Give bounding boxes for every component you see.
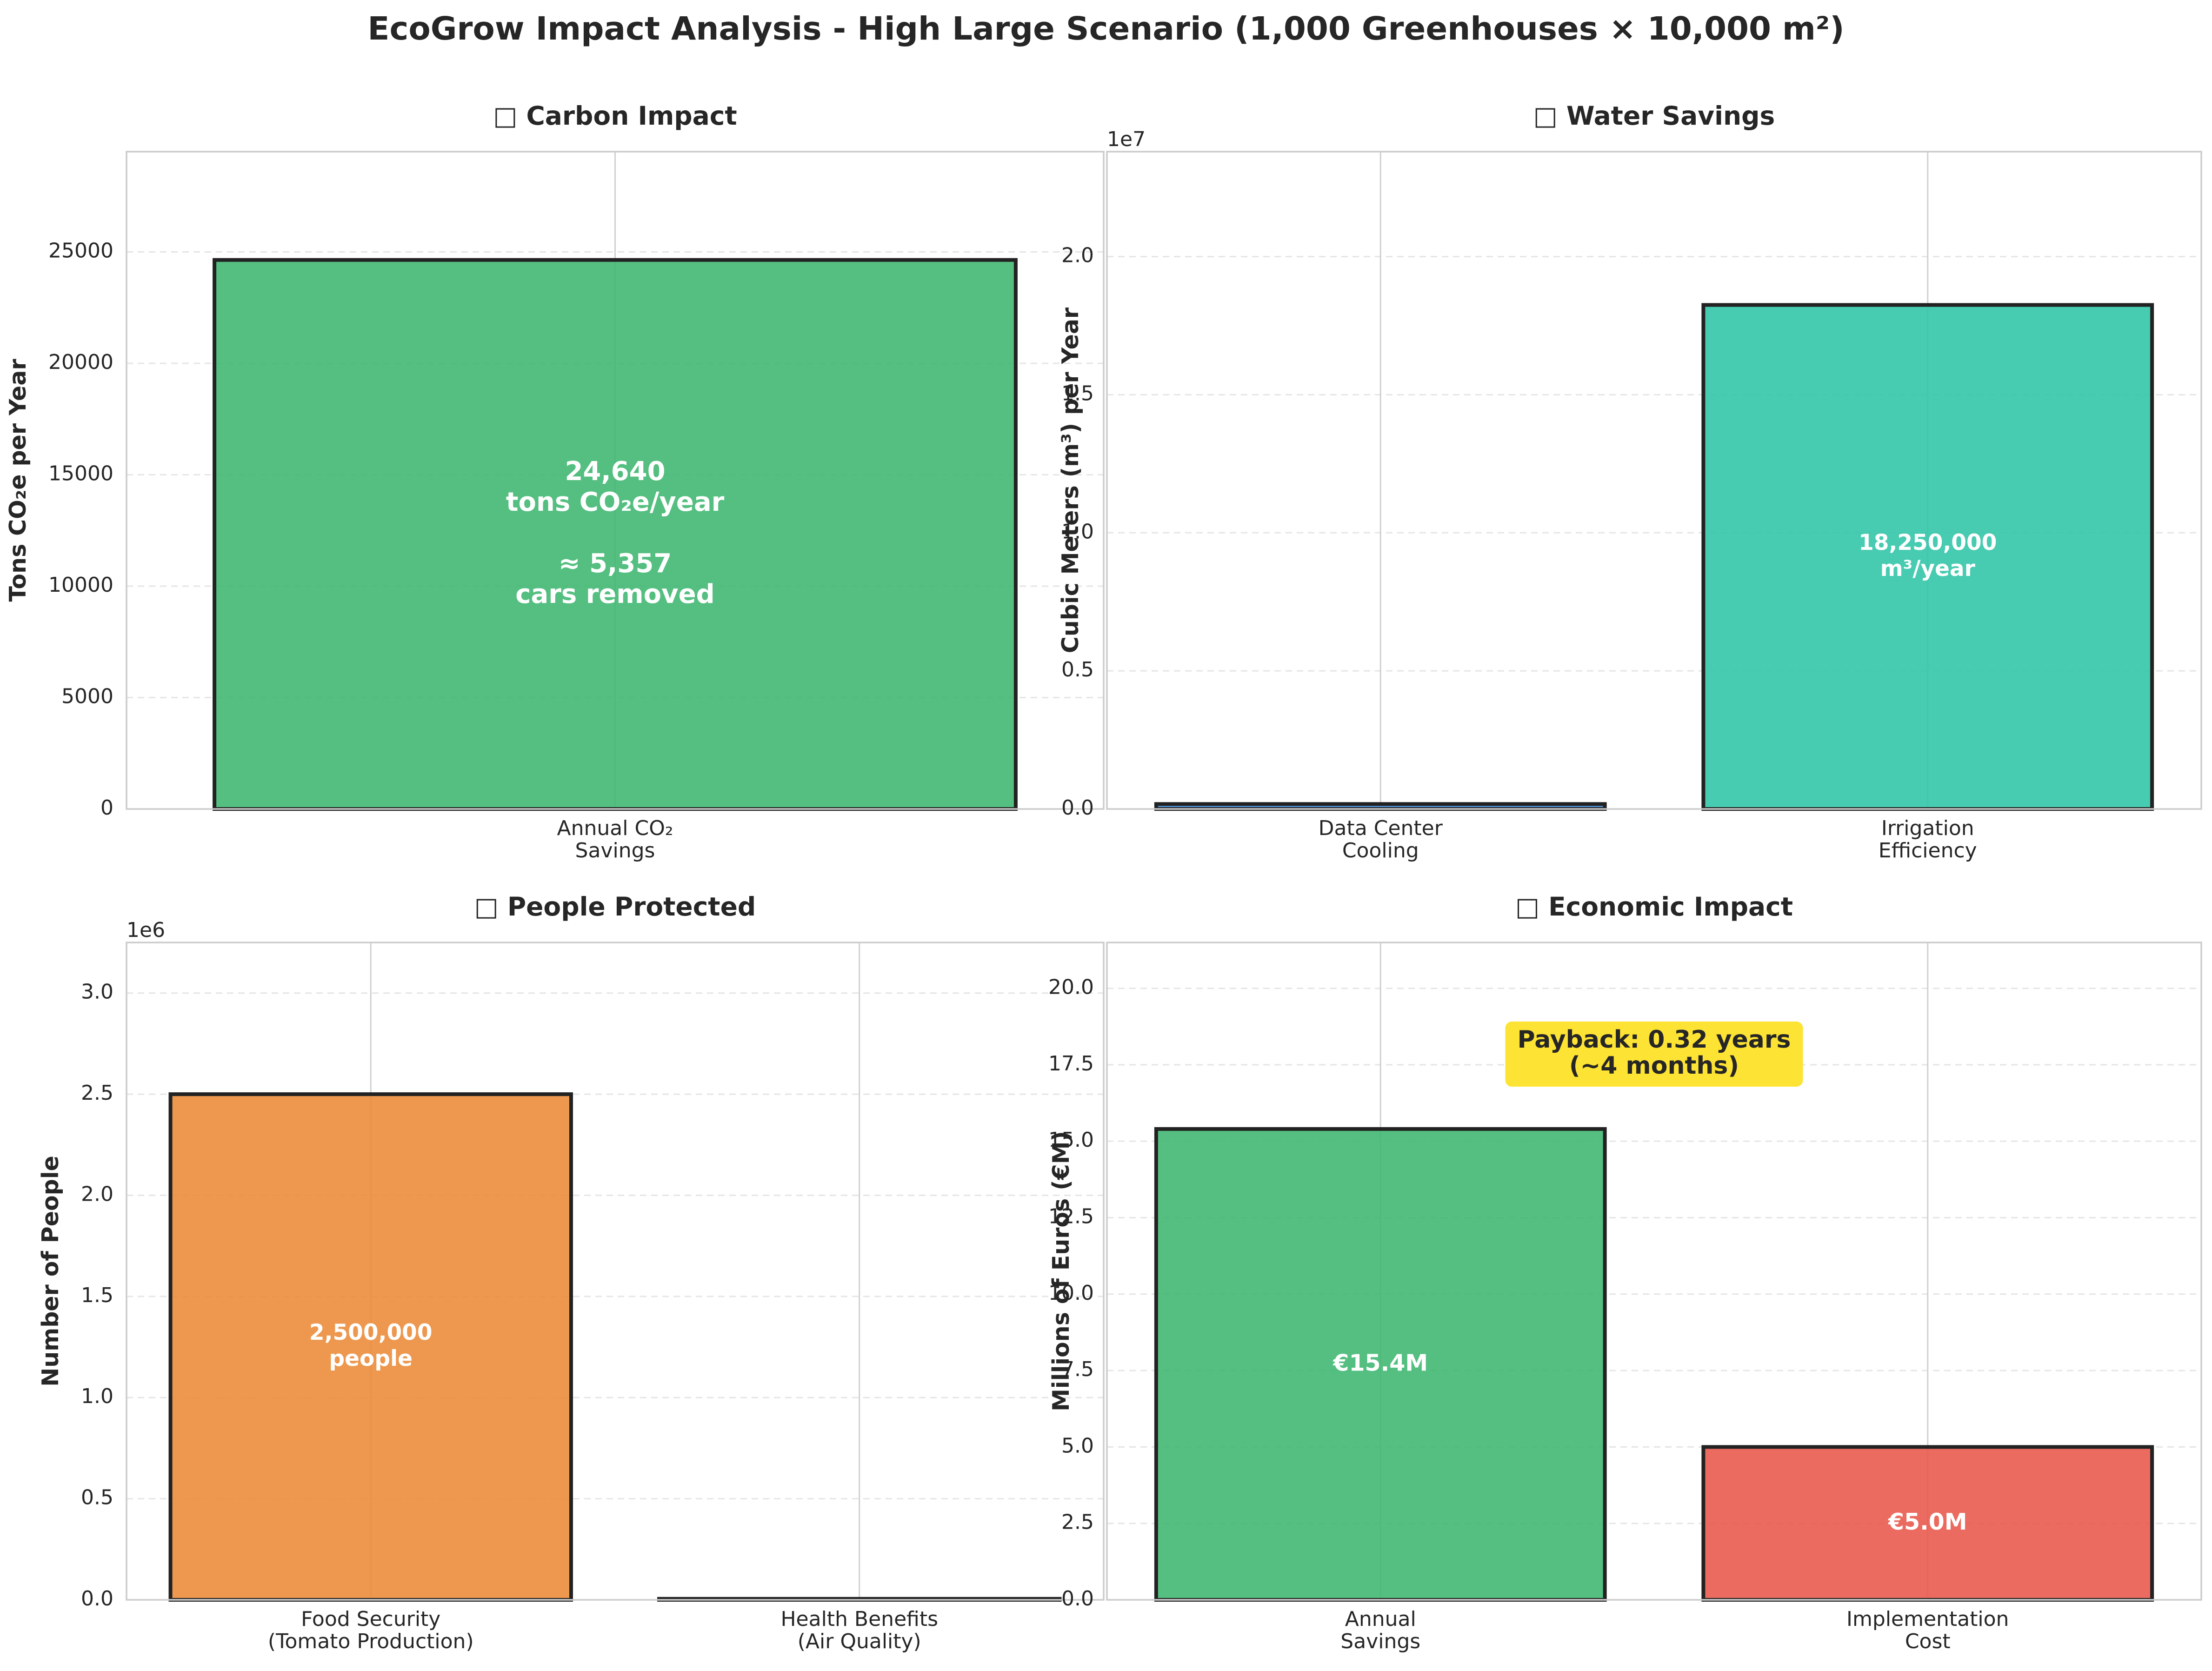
y-tick-label: 20000 xyxy=(48,350,113,374)
x-tick-label: Health Benefits (Air Quality) xyxy=(780,1607,938,1653)
y-tick-label: 0 xyxy=(100,796,113,820)
x-tick-label: Irrigation Efficiency xyxy=(1879,816,1977,862)
y-tick-label: 2.0 xyxy=(1061,244,1094,267)
payback-callout-text: Payback: 0.32 years (~4 months) xyxy=(1518,1026,1791,1080)
y-tick-label: 15.0 xyxy=(1048,1128,1094,1152)
y-tick-label: 7.5 xyxy=(1061,1357,1094,1381)
x-tick-label: Annual CO₂ Savings xyxy=(557,816,673,862)
y-tick-label: 0.0 xyxy=(1061,796,1094,820)
bar xyxy=(168,1092,573,1602)
y-tick-label: 25000 xyxy=(48,239,113,263)
economic-impact-chart: □ Economic Impact 0.0 2.5 5.0 7.5 10.0 12.5 15.… xyxy=(1048,892,2202,1653)
y-tick-label: 12.5 xyxy=(1048,1204,1094,1228)
y-tick-label: 0.0 xyxy=(81,1587,113,1611)
y-tick-label: 1.5 xyxy=(1061,381,1094,405)
y-tick-label: 17.5 xyxy=(1048,1052,1094,1076)
panel-title: □ People Protected xyxy=(474,892,756,922)
bar-value-label: €5.0M xyxy=(1888,1509,1967,1535)
y-tick-label: 1.0 xyxy=(81,1384,113,1408)
bar xyxy=(1154,1127,1607,1602)
bar xyxy=(1701,303,2154,811)
x-tick-label: Annual Savings xyxy=(1340,1607,1420,1653)
y-tick-label: 10000 xyxy=(48,573,113,597)
panel-title: □ Economic Impact xyxy=(1515,892,1793,922)
x-tick-label: Food Security (Tomato Production) xyxy=(268,1607,474,1653)
y-tick-label: 20.0 xyxy=(1048,976,1094,999)
water-savings-chart: □ Water Savings 0.0 0.5 1.0 1.5 2.0 1e7 Cubic M… xyxy=(1057,101,2202,862)
bar-value-label: €15.4M xyxy=(1333,1350,1428,1376)
figure-title: EcoGrow Impact Analysis - High Large Sce… xyxy=(367,10,1845,47)
y-tick-label: 15000 xyxy=(48,462,113,486)
y-tick-label: 2.5 xyxy=(81,1081,113,1105)
y-tick-label: 5.0 xyxy=(1061,1434,1094,1457)
panel-title: □ Water Savings xyxy=(1533,101,1775,131)
bar-value-label: 24,640 tons CO₂e/year ≈ 5,357 cars removed xyxy=(506,456,725,609)
y-tick-label: 10.0 xyxy=(1048,1281,1094,1305)
y-axis-label: Millions of Euros (€M) xyxy=(1048,1131,1074,1411)
people-protected-chart: □ People Protected 0.0 0.5 1.0 1.5 2.0 2.5 3.0 1… xyxy=(37,892,1105,1653)
panel-title: □ Carbon Impact xyxy=(493,101,737,131)
bar xyxy=(1701,1445,2154,1602)
x-tick-label: Implementation Cost xyxy=(1846,1607,2009,1653)
payback-callout-box xyxy=(1505,1021,1803,1087)
y-tick-label: 1.5 xyxy=(81,1283,113,1307)
y-tick-label: 2.0 xyxy=(81,1182,113,1206)
y-axis-label: Tons CO₂e per Year xyxy=(5,359,31,602)
y-axis-label: Number of People xyxy=(37,1156,64,1386)
y-offset-text: 1e7 xyxy=(1107,127,1146,151)
plot-frame xyxy=(1106,151,2202,810)
y-offset-text: 1e6 xyxy=(127,918,165,942)
plot-frame xyxy=(1106,942,2202,1601)
y-tick-label: 5000 xyxy=(61,685,113,709)
y-tick-label: 3.0 xyxy=(81,980,113,1004)
y-tick-label: 2.5 xyxy=(1061,1511,1094,1534)
y-tick-label: 0.5 xyxy=(81,1486,113,1510)
y-tick-label: 0.5 xyxy=(1061,658,1094,682)
y-axis-label: Cubic Meters (m³) per Year xyxy=(1057,307,1084,653)
y-tick-label: 1.0 xyxy=(1061,520,1094,543)
carbon-impact-chart: □ Carbon Impact 0 5000 10000 15000 20000 25000… xyxy=(5,101,1105,862)
bar-value-label: 18,250,000 m³/year xyxy=(1859,530,1997,582)
y-tick-label: 0.0 xyxy=(1061,1587,1094,1611)
plot-frame xyxy=(126,942,1105,1601)
bar-value-label: 2,500,000 people xyxy=(309,1320,433,1371)
plot-frame xyxy=(126,151,1105,810)
x-tick-label: Data Center Cooling xyxy=(1319,816,1443,862)
